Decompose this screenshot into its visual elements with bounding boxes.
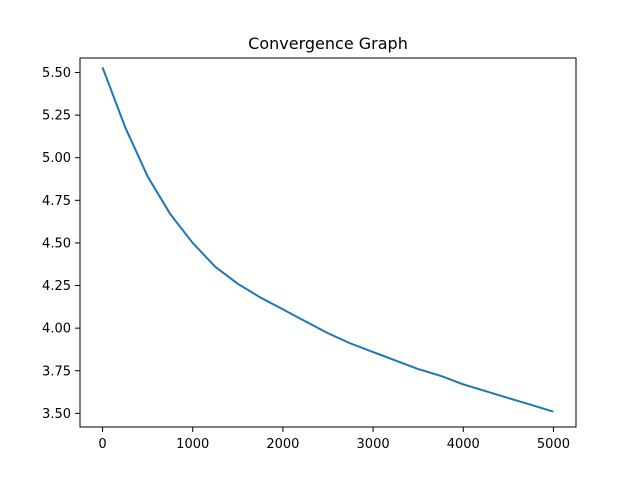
x-axis: 0 1000 2000 3000 4000 5000 (98, 427, 570, 452)
y-tick-label: 5.50 (42, 66, 71, 81)
axes-frame (79, 57, 577, 428)
plot-area (101, 67, 554, 413)
x-tick-label: 2000 (266, 437, 299, 452)
x-tick-label: 1000 (176, 437, 209, 452)
x-tick-label: 5000 (537, 437, 570, 452)
x-tick-label: 3000 (357, 437, 390, 452)
series-line (101, 67, 554, 413)
chart-title: Convergence Graph (248, 34, 408, 53)
y-tick-label: 3.75 (42, 364, 71, 379)
y-tick-label: 3.50 (42, 407, 71, 422)
y-tick-label: 4.25 (42, 279, 71, 294)
y-tick-label: 4.75 (42, 194, 71, 209)
y-axis: 3.50 3.75 4.00 4.25 4.50 4.75 5.00 5.25 5.50 (42, 66, 80, 422)
y-tick-label: 4.50 (42, 236, 71, 251)
y-tick-label: 5.00 (42, 151, 71, 166)
x-tick-label: 4000 (447, 437, 480, 452)
y-tick-label: 5.25 (42, 109, 71, 124)
y-tick-label: 4.00 (42, 322, 71, 337)
x-tick-label: 0 (98, 437, 106, 452)
